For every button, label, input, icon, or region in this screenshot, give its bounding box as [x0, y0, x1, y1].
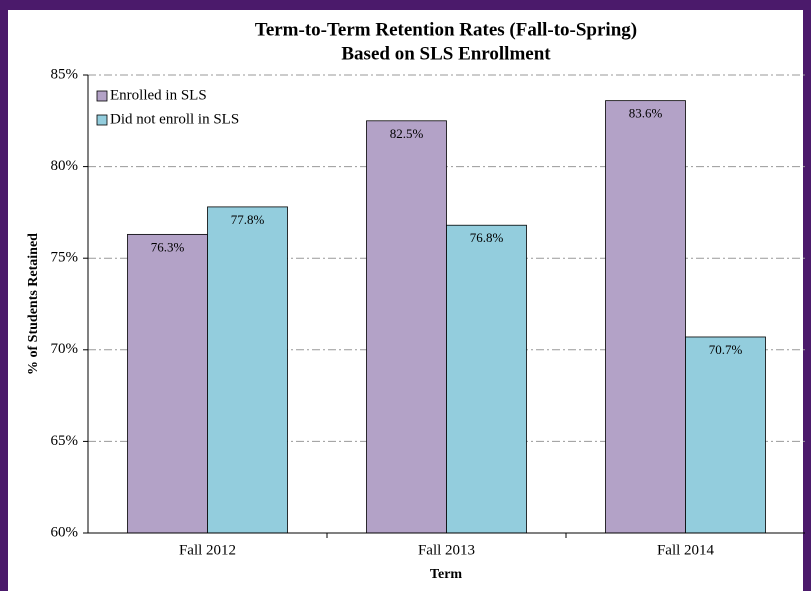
chart-title: Term-to-Term Retention Rates (Fall-to-Sp… — [255, 19, 637, 40]
data-label: 82.5% — [390, 126, 424, 141]
data-label: 83.6% — [629, 106, 663, 121]
legend-label: Enrolled in SLS — [110, 87, 207, 103]
y-tick-label: 85% — [51, 66, 79, 82]
chart-subtitle: Based on SLS Enrollment — [341, 43, 551, 64]
x-tick-label: Fall 2014 — [657, 542, 715, 558]
y-tick-label: 60% — [51, 524, 79, 540]
bar — [127, 233, 208, 534]
data-label: 70.7% — [709, 342, 743, 357]
data-label: 76.8% — [470, 230, 504, 245]
y-tick-label: 75% — [51, 250, 79, 266]
x-axis-title: Term — [430, 567, 462, 582]
legend-label: Did not enroll in SLS — [110, 111, 239, 127]
x-tick-label: Fall 2013 — [418, 542, 475, 558]
legend-swatch — [96, 90, 108, 102]
bar — [446, 224, 527, 534]
bar — [207, 206, 288, 534]
data-label: 77.8% — [231, 212, 265, 227]
y-tick-label: 70% — [51, 341, 79, 357]
y-axis-title: % of Students Retained — [26, 233, 41, 375]
bar — [685, 336, 766, 534]
x-tick-label: Fall 2012 — [179, 542, 236, 558]
y-tick-label: 80% — [51, 158, 79, 174]
bar — [605, 100, 686, 534]
legend-swatch — [96, 114, 108, 126]
y-tick-label: 65% — [51, 433, 79, 449]
bar — [366, 120, 447, 534]
data-label: 76.3% — [151, 239, 185, 254]
